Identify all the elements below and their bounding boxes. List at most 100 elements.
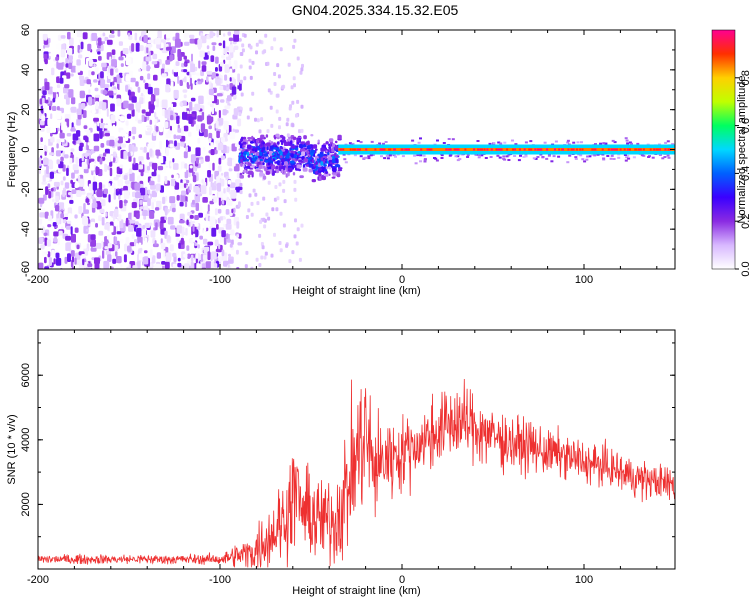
heatmap-cell (179, 102, 184, 107)
heatmap-cell (248, 65, 252, 70)
heatmap-cell (216, 130, 220, 139)
heatmap-cell (242, 169, 247, 173)
heatmap-cell (238, 148, 243, 151)
heatmap-cell (255, 257, 259, 262)
heatmap-cell (175, 174, 179, 182)
heatmap-cell (211, 42, 217, 46)
heatmap-cell (92, 123, 97, 128)
heatmap-cell (420, 148, 423, 151)
heatmap-cell (48, 38, 51, 43)
heatmap-cell (202, 254, 207, 260)
heatmap-cell (93, 117, 99, 122)
heatmap-cell (141, 109, 146, 114)
heatmap-region-onset (238, 133, 343, 183)
heatmap-cell (234, 143, 240, 147)
heatmap-cell (566, 139, 570, 142)
heatmap-cell (104, 36, 109, 41)
heatmap-cell (239, 174, 244, 179)
heatmap-cell (56, 159, 60, 165)
heatmap-cell (109, 56, 112, 64)
heatmap-cell (40, 105, 43, 113)
heatmap-cell (148, 218, 153, 222)
heatmap-cell (68, 89, 74, 98)
heatmap-cell (156, 169, 161, 176)
heatmap-cell (290, 85, 294, 90)
heatmap-cell (177, 257, 181, 262)
heatmap-cell (248, 170, 253, 175)
heatmap-cell (562, 148, 564, 151)
heatmap-cell (165, 147, 169, 156)
heatmap-cell (79, 90, 85, 99)
heatmap-cell (127, 245, 132, 252)
heatmap-cell (41, 251, 44, 257)
heatmap-cell (64, 182, 70, 189)
heatmap-cell (183, 253, 188, 258)
heatmap-cell (473, 148, 476, 151)
heatmap-cell (149, 222, 153, 226)
heatmap-cell (92, 181, 98, 191)
heatmap-cell (455, 148, 458, 151)
heatmap-cell (626, 148, 629, 151)
heatmap-cell (106, 234, 110, 240)
heatmap-cell (89, 158, 95, 162)
heatmap-cell (72, 140, 76, 144)
heatmap-cell (310, 134, 314, 137)
heatmap-cell (260, 149, 264, 153)
heatmap-cell (112, 151, 117, 157)
heatmap-cell (290, 140, 293, 145)
heatmap-cell (139, 147, 144, 151)
heatmap-cell (70, 106, 77, 113)
heatmap-cell (71, 97, 76, 105)
heatmap-cell (359, 141, 363, 144)
heatmap-cell (117, 30, 121, 37)
heatmap-cell (274, 157, 277, 160)
heatmap-cell (261, 245, 265, 250)
heatmap-cell (145, 111, 151, 116)
heatmap-cell (236, 249, 239, 255)
heatmap-cell (216, 93, 223, 97)
heatmap-cell (150, 184, 156, 190)
heatmap-cell (293, 179, 297, 184)
heatmap-cell (499, 148, 502, 151)
heatmap-cell (147, 39, 153, 44)
heatmap-cell (131, 43, 135, 52)
heatmap-cell (315, 170, 318, 174)
heatmap-cell (180, 140, 185, 147)
heatmap-cell (158, 156, 164, 164)
heatmap-cell (155, 222, 158, 231)
heatmap-cell (63, 213, 70, 217)
heatmap-cell (568, 154, 572, 157)
heatmap-cell (269, 105, 273, 110)
heatmap-cell (210, 55, 215, 62)
heatmap-cell (131, 210, 134, 220)
heatmap-cell (449, 148, 452, 151)
heatmap-cell (207, 170, 211, 178)
heatmap-cell (406, 148, 409, 151)
heatmap-cell (123, 254, 127, 263)
heatmap-cell (218, 142, 224, 151)
heatmap-cell (185, 142, 190, 147)
heatmap-cell (239, 64, 243, 69)
heatmap-cell (419, 154, 423, 157)
heatmap-cell (45, 138, 49, 146)
heatmap-cell (541, 156, 545, 159)
heatmap-cell (342, 153, 346, 156)
heatmap-cell (71, 224, 76, 228)
heatmap-cell (45, 95, 48, 100)
heatmap-cell (313, 163, 316, 167)
heatmap-cell (152, 53, 158, 60)
heatmap-cell (146, 152, 150, 160)
heatmap-cell (273, 37, 277, 42)
heatmap-cell (260, 242, 264, 246)
heatmap-cell (381, 148, 384, 151)
heatmap-cell (170, 162, 174, 167)
heatmap-cell (155, 149, 161, 156)
heatmap-cell (135, 102, 141, 109)
heatmap-cell (178, 220, 185, 224)
heatmap-cell (627, 157, 631, 160)
heatmap-cell (94, 252, 98, 258)
heatmap-cell (237, 242, 243, 246)
heatmap-cell (56, 138, 61, 144)
heatmap-cell (296, 99, 300, 104)
heatmap-cell (76, 130, 81, 137)
